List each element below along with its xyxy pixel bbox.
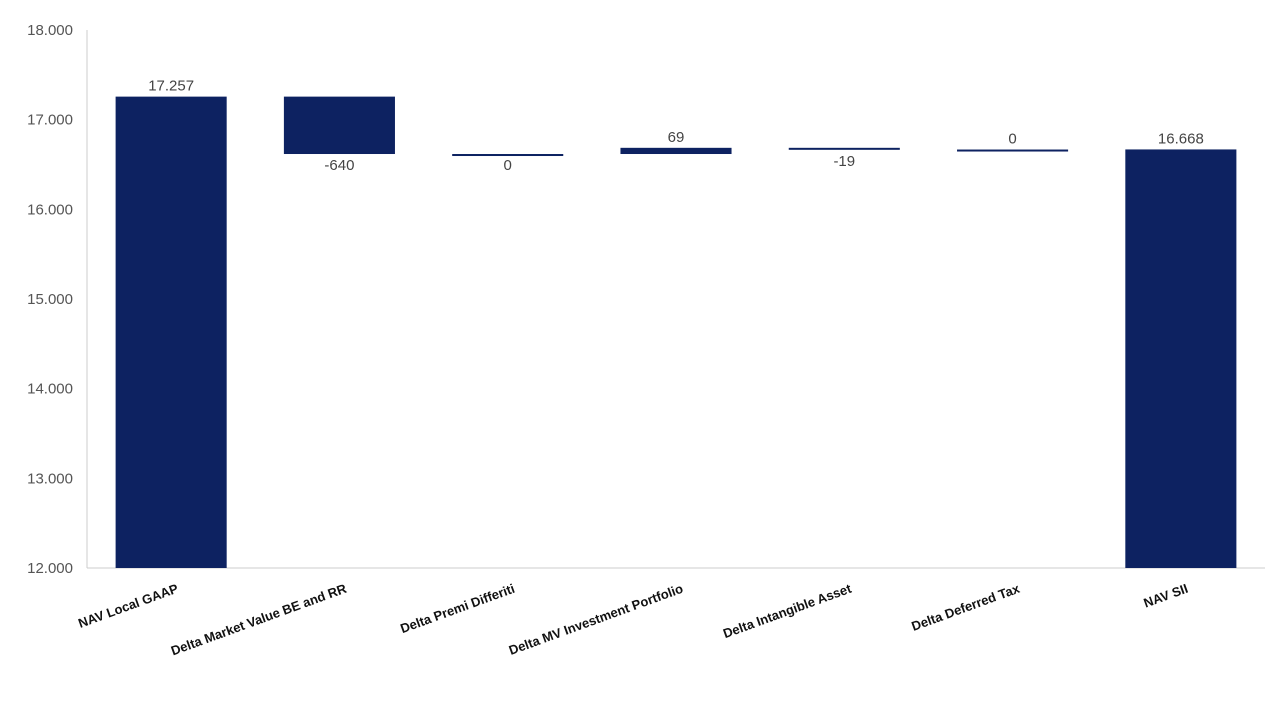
x-category-label-4: Delta MV Investment Portfolio	[507, 581, 685, 658]
y-tick-label: 17.000	[27, 112, 73, 129]
y-tick-label: 15.000	[27, 291, 73, 308]
y-tick-label: 18.000	[27, 22, 73, 39]
bar-5	[788, 147, 900, 150]
x-category-label-6: Delta Deferred Tax	[909, 580, 1022, 633]
y-tick-label: 16.000	[27, 201, 73, 218]
bar-1	[115, 96, 227, 569]
x-category-label-1: NAV Local GAAP	[76, 581, 180, 631]
data-label-4: 69	[668, 129, 685, 146]
bar-4	[620, 147, 732, 155]
bar-3	[452, 154, 564, 157]
x-category-label-3: Delta Premi Differiti	[398, 581, 517, 636]
y-tick-label: 13.000	[27, 470, 73, 487]
bar-2	[283, 96, 395, 155]
bar-6	[957, 149, 1069, 152]
x-category-label-2: Delta Market Value BE and RR	[169, 581, 349, 659]
data-label-7: 16.668	[1158, 130, 1204, 147]
x-category-label-5: Delta Intangible Asset	[721, 580, 854, 641]
y-tick-label: 12.000	[27, 560, 73, 577]
x-category-label-7: NAV SII	[1142, 581, 1190, 611]
y-tick-label: 14.000	[27, 381, 73, 398]
bar-7	[1125, 149, 1237, 568]
data-label-1: 17.257	[148, 78, 194, 95]
data-label-5: -19	[833, 153, 855, 170]
data-label-3: 0	[504, 157, 512, 174]
data-label-2: -640	[324, 157, 354, 174]
data-label-6: 0	[1008, 131, 1016, 148]
